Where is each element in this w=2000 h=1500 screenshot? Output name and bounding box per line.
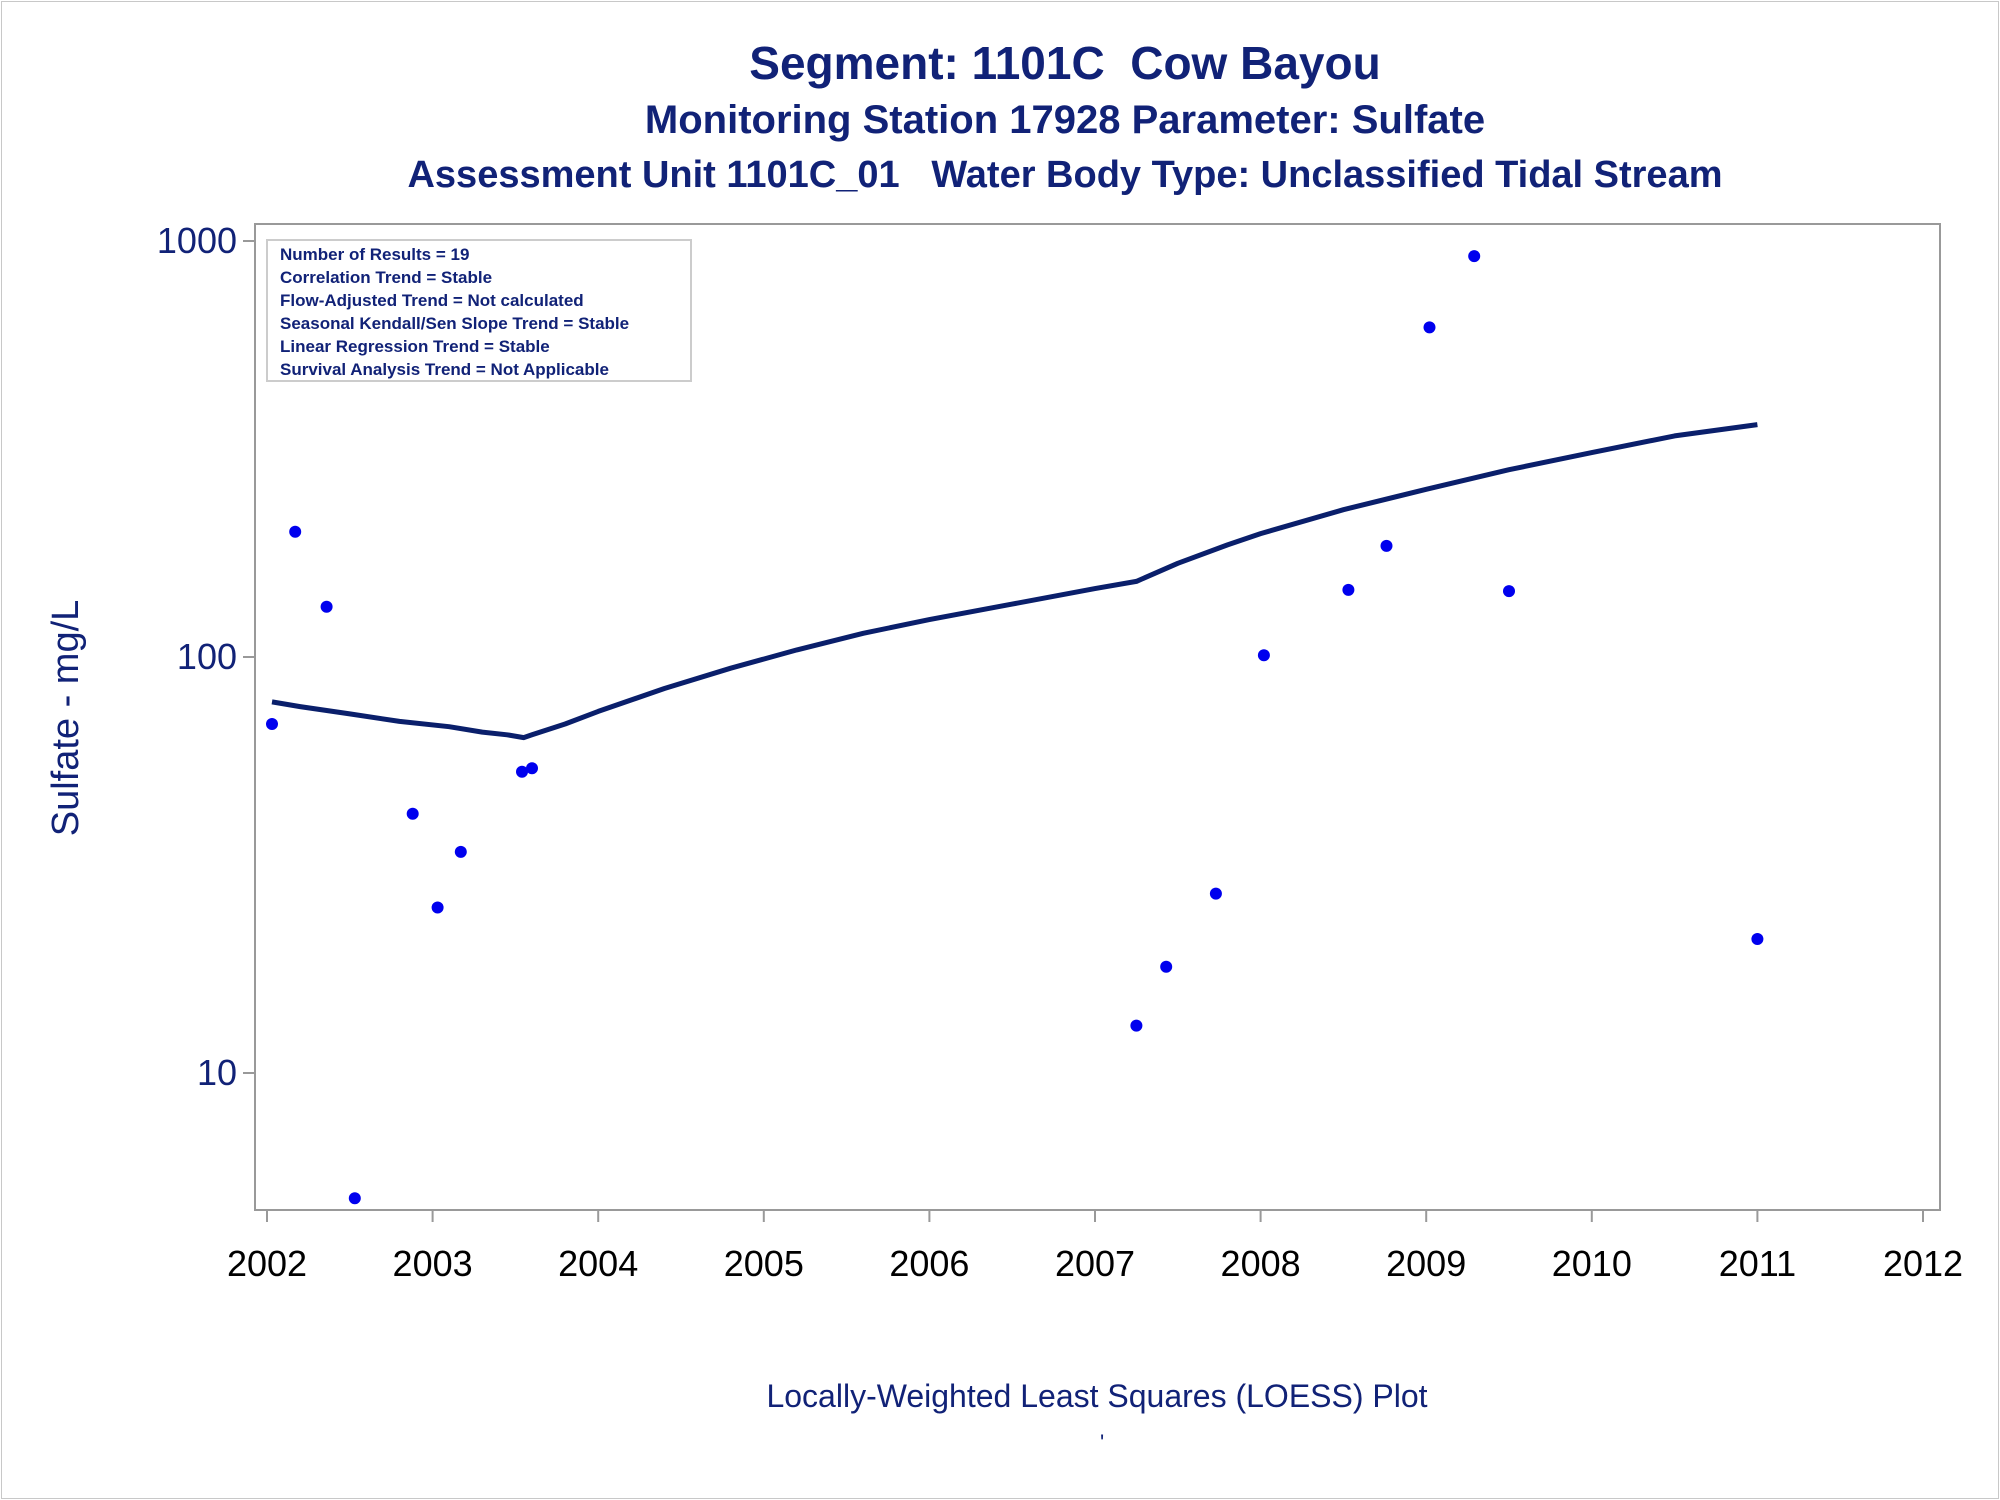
chart-title: Segment: 1101C Cow Bayou (749, 37, 1381, 89)
data-point (289, 525, 302, 538)
loess-series (271, 422, 1758, 741)
data-point (1257, 649, 1270, 662)
stats-line: Flow-Adjusted Trend = Not calculated (280, 291, 584, 310)
x-tick-label: 2007 (1055, 1243, 1135, 1284)
plot-area (254, 223, 1941, 1211)
data-point (516, 765, 528, 778)
scatter-series (266, 250, 1764, 1205)
x-tick-label: 2009 (1386, 1243, 1466, 1284)
chart-subtitle-station: Monitoring Station 17928 Parameter: Sulf… (644, 98, 1486, 142)
data-point (266, 718, 278, 730)
data-point (406, 807, 419, 820)
x-axis: 2002 2003 2004 2005 2006 2007 2008 2009 2010 2011… (227, 1210, 1963, 1284)
data-point (454, 845, 467, 858)
loess-line (271, 422, 1758, 741)
x-tick-label: 2011 (1719, 1243, 1796, 1284)
x-tick-label: 2010 (1552, 1243, 1632, 1284)
data-point (1342, 583, 1355, 596)
x-tick-label: 2005 (724, 1243, 804, 1284)
stats-line: Seasonal Kendall/Sen Slope Trend = Stabl… (280, 314, 629, 333)
y-tick-label: 1000 (157, 220, 237, 261)
data-point (1209, 887, 1222, 900)
data-point (1160, 960, 1173, 973)
y-axis: 10 100 1000 (157, 220, 255, 1093)
data-point (526, 762, 538, 775)
stats-line: Linear Regression Trend = Stable (280, 337, 550, 356)
x-tick-label: 2003 (393, 1243, 473, 1284)
data-point (1468, 250, 1481, 263)
y-tick-label: 100 (177, 636, 237, 677)
stats-line: Correlation Trend = Stable (280, 268, 492, 287)
x-tick-label: 2002 (227, 1243, 307, 1284)
data-point (1380, 539, 1393, 552)
data-point (348, 1192, 361, 1205)
stats-box: Number of Results = 19 Correlation Trend … (266, 239, 692, 382)
data-point (1751, 933, 1764, 945)
data-point (431, 901, 444, 914)
x-tick-label: 2004 (558, 1243, 638, 1284)
stats-line: Number of Results = 19 (280, 245, 469, 264)
x-tick-label: 2006 (889, 1243, 969, 1284)
y-axis-label: Sulfate - mg/L (45, 600, 87, 837)
chart-subtitle-assessment: Assessment Unit 1101C_01 Water Body Type… (407, 154, 1723, 196)
data-point (1423, 321, 1436, 334)
data-point (320, 600, 333, 613)
footnote: Locally-Weighted Least Squares (LOESS) P… (766, 1378, 1428, 1414)
footnote-mark: ' (1100, 1430, 1105, 1455)
data-point (1503, 585, 1515, 598)
data-point (1130, 1019, 1143, 1032)
stats-line: Survival Analysis Trend = Not Applicable (280, 360, 609, 379)
stats-box-border (266, 239, 692, 382)
y-tick-label: 10 (197, 1052, 237, 1093)
x-tick-label: 2008 (1221, 1243, 1301, 1284)
x-tick-label: 2012 (1883, 1243, 1963, 1284)
